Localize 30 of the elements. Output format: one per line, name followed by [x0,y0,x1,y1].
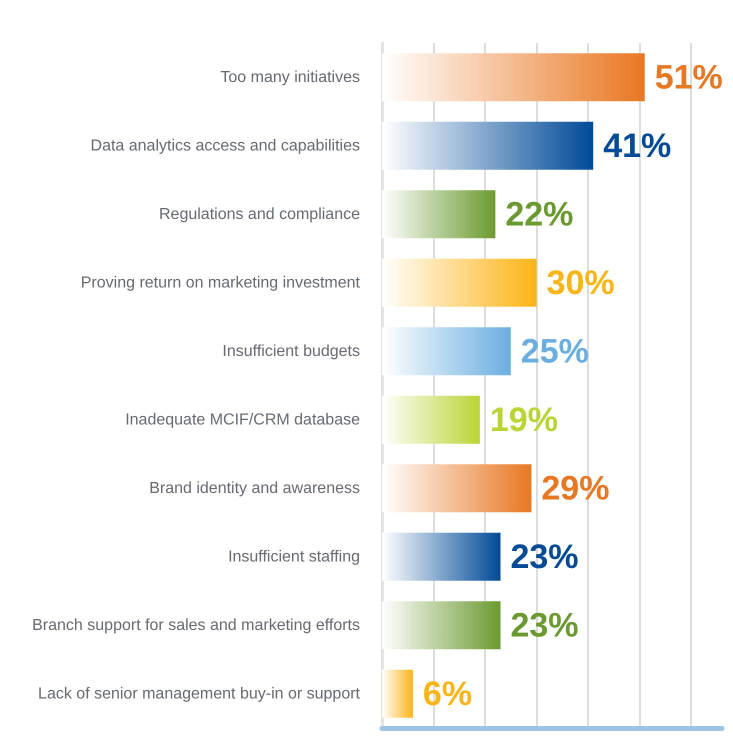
data-label: 30% [546,264,615,302]
y-tick-label: Proving return on marketing investment [80,274,361,292]
y-tick-label: Brand identity and awareness [149,480,360,497]
bar [382,601,500,650]
y-tick-label: Data analytics access and capabilities [90,137,360,154]
y-tick-label: Regulations and compliance [158,206,360,223]
data-label: 19% [490,400,558,439]
bar [382,396,480,444]
y-tick-label: Branch support for sales and marketing efforts [32,616,360,634]
bar [382,464,532,512]
y-tick-label: Insufficient staffing [228,548,360,566]
data-label: 23% [510,538,579,576]
data-label: 29% [541,469,610,508]
data-label: 23% [510,606,579,644]
bar [382,53,645,102]
y-tick-label: Too many initiatives [220,68,360,86]
y-tick-label: Insufficient budgets [222,342,360,360]
bar [382,190,496,238]
bar [382,258,537,307]
bar [382,532,500,581]
y-tick-label: Lack of senior management buy-in or support [38,685,361,702]
bar [382,327,511,376]
bar [382,122,594,170]
data-label: 22% [505,195,574,234]
data-label: 41% [603,126,672,165]
data-label: 51% [654,58,723,96]
data-label: 6% [422,674,472,713]
y-tick-label: Inadequate MCIF/CRM database [125,411,360,428]
data-label: 25% [520,332,589,370]
bar [382,670,413,718]
